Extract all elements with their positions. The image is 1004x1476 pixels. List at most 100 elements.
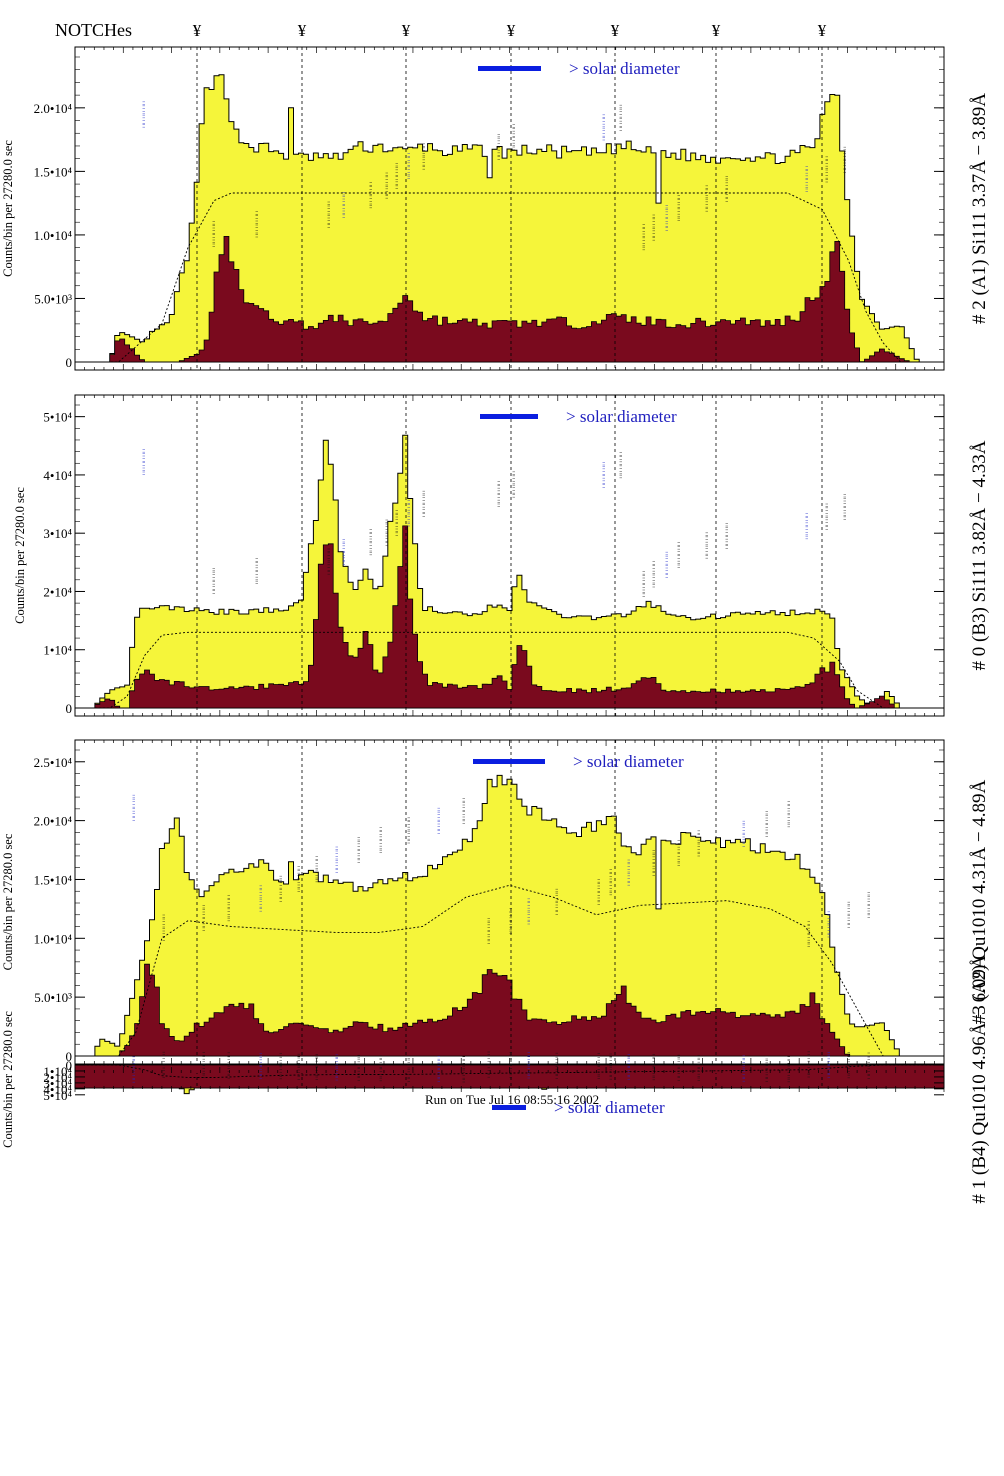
- emission-line-label: ı ıı ı ı ıı ı ı ıı ı: [395, 163, 400, 189]
- emission-line-label: ı ıı ı ı ıı ı ı ıı ı: [379, 1055, 384, 1081]
- panel-label: #3 (A2) Qu1010 4.31Å − 4.89Å: [969, 779, 990, 1024]
- emission-line-label: ı ıı ı ı ıı ı ı ıı ı: [652, 214, 657, 240]
- yellow-histogram: [75, 74, 944, 363]
- emission-line-label: ı ıı ı ı ıı ı ı ıı ı: [642, 224, 647, 250]
- emission-line-label: ı ıı ı ı ıı ı ı ıı ı: [725, 523, 730, 549]
- run-timestamp: Run on Tue Jul 16 08:55:16 2002: [425, 1092, 600, 1107]
- y-tick-label: 1.0•10⁴: [34, 931, 73, 946]
- y-tick-label: 1.0•10⁴: [34, 228, 73, 243]
- y-tick-label: 2•10⁴: [43, 584, 72, 599]
- emission-line-label: ı ıı ı ı ıı ı ı ıı ı: [665, 552, 670, 578]
- emission-line-label: ı ıı ı ı ıı ı ı ıı ı: [805, 166, 810, 192]
- emission-line-label: ı ıı ı ı ıı ı ı ıı ı: [212, 568, 217, 594]
- emission-line-label: ı ıı ı ı ıı ı ı ıı ı: [422, 491, 427, 517]
- emission-line-label: ı ıı ı ı ıı ı ı ıı ı: [509, 1052, 514, 1078]
- emission-line-label: ı ıı ı ı ıı ı ı ıı ı: [497, 134, 502, 160]
- notches-label: NOTCHes: [55, 20, 132, 40]
- emission-line-label: ı ıı ı ı ıı ı ı ıı ı: [385, 519, 390, 545]
- emission-line-label: ı ıı ı ı ıı ı ı ıı ı: [665, 205, 670, 231]
- y-tick-label: 1.5•10⁴: [34, 164, 73, 179]
- emission-line-label: ı ıı ı ı ıı ı ı ıı ı: [787, 1056, 792, 1082]
- y-axis-label: Counts/bin per 27280.0 sec: [13, 487, 27, 624]
- emission-line-label: ı ıı ı ı ıı ı ı ıı ı: [132, 1056, 137, 1082]
- emission-line-label: ı ıı ı ı ıı ı ı ıı ı: [627, 1054, 632, 1080]
- solar-diameter-bar: [478, 66, 541, 71]
- y-tick-label: 4•10⁴: [43, 1082, 72, 1097]
- emission-line-label: ı ıı ı ı ıı ı ı ıı ı: [697, 830, 702, 856]
- emission-line-label: ı ıı ı ı ıı ı ı ıı ı: [677, 840, 682, 866]
- y-tick-label: 2.0•10⁴: [34, 101, 73, 116]
- emission-line-label: ı ıı ı ı ıı ı ı ıı ı: [555, 889, 560, 915]
- panel-label: # 1 (B4) Qu1010 4.96Å − 6.09Å: [969, 955, 990, 1203]
- emission-line-label: ı ıı ı ı ıı ı ı ıı ı: [162, 1051, 167, 1077]
- emission-line-label: ı ıı ı ı ıı ı ı ıı ı: [512, 471, 517, 497]
- emission-line-label: ı ıı ı ı ıı ı ı ıı ı: [697, 1055, 702, 1081]
- dotted-fit-line: [75, 631, 944, 709]
- y-tick-label: 2.5•10⁴: [34, 755, 73, 770]
- solar-diameter-label: > solar diameter: [554, 1098, 665, 1117]
- emission-line-label: ı ıı ı ı ıı ı ı ıı ı: [297, 866, 302, 892]
- emission-line-label: ı ıı ı ı ıı ı ı ıı ı: [827, 911, 832, 937]
- emission-line-label: ı ıı ı ı ıı ı ı ıı ı: [609, 1053, 614, 1079]
- emission-line-label: ı ıı ı ı ıı ı ı ıı ı: [202, 1052, 207, 1078]
- emission-line-label: ı ıı ı ı ıı ı ı ıı ı: [212, 221, 217, 247]
- emission-line-label: ı ıı ı ı ıı ı ı ıı ı: [422, 143, 427, 169]
- emission-line-label: ı ıı ı ı ıı ı ı ıı ı: [369, 529, 374, 555]
- notch-marker-4: ¥: [507, 21, 516, 40]
- solar-diameter-bar: [492, 1105, 526, 1110]
- emission-line-label: ı ıı ı ı ıı ı ı ıı ı: [652, 850, 657, 876]
- emission-line-label: ı ıı ı ı ıı ı ı ıı ı: [407, 153, 412, 179]
- emission-line-label: ı ıı ı ı ıı ı ı ıı ı: [652, 561, 657, 587]
- emission-line-label: ı ıı ı ı ıı ı ı ıı ı: [619, 452, 624, 478]
- y-tick-label: 5.0•10³: [34, 990, 72, 1005]
- emission-line-label: ı ıı ı ı ıı ı ı ıı ı: [512, 124, 517, 150]
- solar-diameter-label: > solar diameter: [566, 407, 677, 426]
- emission-line-label: ı ıı ı ı ıı ı ı ıı ı: [342, 192, 347, 218]
- y-tick-label: 1•10⁴: [43, 643, 72, 658]
- y-tick-label: 4•10⁴: [43, 468, 72, 483]
- panel-label: # 0 (B3) Si111 3.82Å − 4.33Å: [969, 440, 990, 670]
- emission-line-label: ı ıı ı ı ıı ı ı ıı ı: [327, 201, 332, 227]
- emission-line-label: ı ıı ı ı ıı ı ı ıı ı: [705, 185, 710, 211]
- emission-line-label: ı ıı ı ı ıı ı ı ıı ı: [677, 195, 682, 221]
- panel-2: ı ıı ı ı ıı ı ı ıı ı ı ıı ı ı ıı ı ı ıı ı…: [13, 394, 990, 717]
- y-tick-label: 1•10⁴: [43, 1064, 72, 1079]
- emission-line-label: ı ıı ı ı ıı ı ı ıı ı: [642, 571, 647, 597]
- emission-line-label: ı ıı ı ı ıı ı ı ıı ı: [765, 1056, 770, 1082]
- emission-line-label: ı ıı ı ı ıı ı ı ıı ı: [497, 481, 502, 507]
- yellow-histogram: [75, 774, 944, 1057]
- emission-line-label: ı ıı ı ı ıı ı ı ıı ı: [609, 869, 614, 895]
- emission-line-label: ı ıı ı ı ıı ı ı ıı ı: [342, 539, 347, 565]
- y-tick-label: 5.0•10³: [34, 291, 72, 306]
- emission-line-label: ı ıı ı ı ıı ı ı ıı ı: [602, 462, 607, 488]
- emission-line-label: ı ıı ı ı ıı ı ı ıı ı: [407, 817, 412, 843]
- yellow-histogram: [75, 434, 944, 709]
- emission-line-label: ı ıı ı ı ıı ı ı ıı ı: [843, 494, 848, 520]
- y-tick-label: 2•10⁴: [43, 1070, 72, 1085]
- emission-line-label: ı ıı ı ı ıı ı ı ıı ı: [847, 1052, 852, 1078]
- y-tick-label: 1.5•10⁴: [34, 872, 73, 887]
- notch-marker-3: ¥: [402, 21, 411, 40]
- emission-line-label: ı ıı ı ı ıı ı ı ıı ı: [527, 898, 532, 924]
- emission-line-label: ı ıı ı ı ıı ı ı ıı ı: [527, 1052, 532, 1078]
- y-tick-label: 5•10⁴: [43, 410, 72, 425]
- emission-line-label: ı ıı ı ı ıı ı ı ıı ı: [357, 1055, 362, 1081]
- emission-line-label: ı ıı ı ı ıı ı ı ıı ı: [487, 1051, 492, 1077]
- emission-line-label: ı ıı ı ı ıı ı ı ıı ı: [677, 542, 682, 568]
- emission-line-label: ı ıı ı ı ıı ı ı ıı ı: [395, 510, 400, 536]
- solar-diameter-label: > solar diameter: [569, 59, 680, 78]
- emission-line-label: ı ıı ı ı ıı ı ı ıı ı: [279, 876, 284, 902]
- notch-marker-2: ¥: [298, 21, 307, 40]
- emission-line-label: ı ıı ı ı ıı ı ı ıı ı: [335, 846, 340, 872]
- panel-1: ı ıı ı ı ıı ı ı ıı ı ı ıı ı ı ıı ı ı ıı ı…: [1, 46, 990, 371]
- emission-line-label: ı ıı ı ı ıı ı ı ıı ı: [162, 914, 167, 940]
- solar-diameter-bar: [480, 414, 538, 419]
- emission-line-label: ı ıı ı ı ıı ı ı ıı ı: [807, 921, 812, 947]
- emission-line-label: ı ıı ı ı ıı ı ı ıı ı: [227, 895, 232, 921]
- emission-line-label: ı ıı ı ı ıı ı ı ıı ı: [619, 105, 624, 131]
- notch-marker-1: ¥: [193, 21, 202, 40]
- notch-marker-7: ¥: [818, 21, 827, 40]
- emission-line-label: ı ıı ı ı ıı ı ı ıı ı: [327, 548, 332, 574]
- emission-line-label: ı ıı ı ı ıı ı ı ıı ı: [705, 532, 710, 558]
- emission-line-label: ı ıı ı ı ıı ı ı ıı ı: [227, 1052, 232, 1078]
